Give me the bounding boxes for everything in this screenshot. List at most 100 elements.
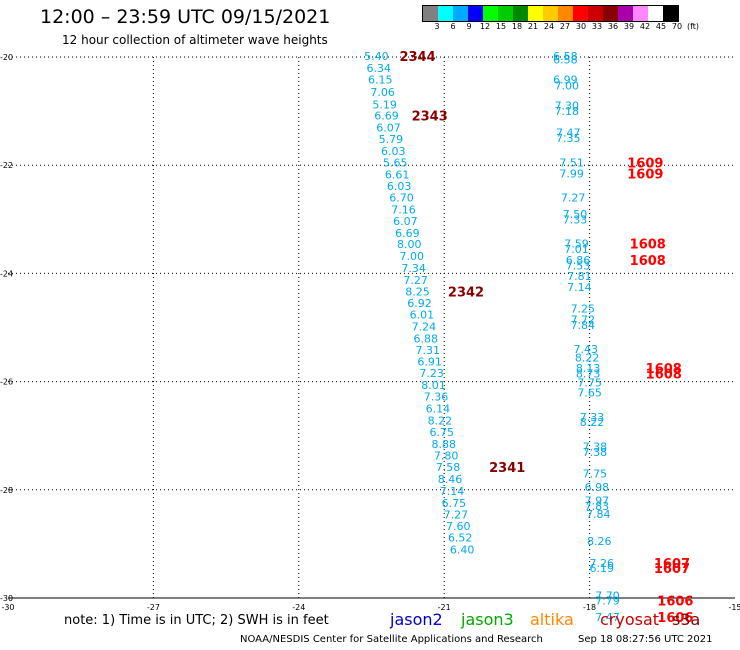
legend-swatch [588, 6, 603, 21]
data-point-cryosat: 7.35 [556, 132, 581, 145]
data-point-s3a: 6.70 [389, 192, 414, 205]
pass-label-cryosat: 1609 [627, 156, 663, 171]
legend-label: 18 [511, 22, 523, 31]
data-point-cryosat: 7.99 [559, 167, 584, 180]
x-tick-label: -15 [728, 603, 740, 612]
legend-label: 45 [655, 22, 667, 31]
data-point-cryosat: 7.65 [577, 386, 602, 399]
legend-swatch [558, 6, 573, 21]
data-point-s3a: 7.06 [370, 86, 395, 99]
pass-label-cryosat: 1608 [646, 367, 682, 382]
data-point-cryosat: 7.81 [567, 270, 592, 283]
legend-label: 15 [495, 22, 507, 31]
data-point-s3a: 8.46 [438, 473, 463, 486]
x-tick-label: -21 [438, 603, 451, 612]
legend-swatch [513, 6, 528, 21]
data-point-cryosat: 7.84 [586, 508, 611, 521]
data-point-cryosat: 7.70 [595, 589, 620, 602]
pass-label-cryosat: 1608 [646, 362, 682, 377]
data-point-cryosat: 7.30 [555, 100, 580, 113]
data-point-cryosat: 7.38 [583, 446, 608, 459]
data-point-s3a: 6.03 [387, 180, 412, 193]
pass-label-cryosat: 1606 [657, 595, 693, 610]
data-point-cryosat: 7.27 [561, 192, 586, 205]
legend-label: (ft) [686, 22, 700, 31]
data-point-cryosat: 6.86 [566, 254, 591, 267]
data-point-s3a: 8.25 [405, 285, 430, 298]
x-tick-label: -30 [1, 603, 14, 612]
data-point-s3a: 6.15 [368, 74, 393, 87]
data-point-s3a: 7.16 [391, 204, 416, 217]
x-tick-label: -24 [292, 603, 305, 612]
pass-label-s3a: 2344 [399, 50, 435, 65]
data-point-s3a: 7.80 [434, 450, 459, 463]
legend-swatch [468, 6, 483, 21]
data-point-s3a: 7.00 [399, 250, 424, 263]
data-point-cryosat: 7.75 [577, 377, 602, 390]
data-point-cryosat: 8.73 [576, 367, 601, 380]
data-point-cryosat: 6.58 [553, 50, 578, 63]
data-point-cryosat: 7.25 [571, 303, 596, 316]
data-point-cryosat: 7.01 [564, 243, 589, 256]
data-point-s3a: 6.75 [442, 497, 467, 510]
data-point-s3a: 6.69 [374, 109, 399, 122]
pass-label-s3a: 2341 [489, 461, 525, 476]
data-point-s3a: 6.01 [410, 309, 435, 322]
credit-text: NOAA/NESDIS Center for Satellite Applica… [240, 634, 543, 645]
data-point-s3a: 6.69 [395, 227, 420, 240]
data-point-cryosat: 7.50 [563, 208, 588, 221]
satellite-label-altika: altika [530, 610, 574, 629]
footer-note: note: 1) Time is in UTC; 2) SWH is in fe… [64, 613, 329, 628]
pass-label-cryosat: 1606 [657, 611, 693, 626]
data-point-s3a: 6.75 [430, 426, 455, 439]
legend-swatch [438, 6, 453, 21]
data-point-s3a: 6.07 [376, 121, 401, 134]
data-point-s3a: 6.03 [381, 145, 406, 158]
page-subtitle: 12 hour collection of altimeter wave hei… [62, 33, 328, 47]
legend-swatch [663, 6, 678, 21]
data-point-s3a: 8.00 [397, 238, 422, 251]
data-point-s3a: 8.88 [431, 438, 456, 451]
y-tick-label: -24 [0, 269, 13, 278]
data-point-s3a: 7.23 [419, 367, 444, 380]
legend-label: 30 [575, 22, 587, 31]
legend-label: 6 [450, 22, 456, 31]
data-point-cryosat: 7.83 [585, 500, 610, 513]
data-point-cryosat: 7.14 [567, 281, 592, 294]
data-point-s3a: 5.19 [372, 99, 397, 112]
legend-label: 33 [591, 22, 603, 31]
legend-label: 12 [479, 22, 491, 31]
data-point-cryosat: 7.97 [585, 495, 610, 508]
legend-label: 70 [671, 22, 683, 31]
data-point-cryosat: 6.99 [553, 74, 578, 87]
pass-label-s3a: 2343 [412, 109, 448, 124]
timestamp-text: Sep 18 08:27:56 UTC 2021 [578, 634, 713, 645]
data-point-cryosat: 7.33 [563, 213, 588, 226]
data-point-cryosat: 7.72 [571, 313, 596, 326]
data-point-cryosat: 7.79 [595, 595, 620, 608]
legend-label: 36 [607, 22, 619, 31]
data-point-s3a: 6.52 [448, 531, 473, 544]
pass-label-s3a: 2342 [448, 285, 484, 300]
pass-label-cryosat: 1609 [627, 167, 663, 182]
legend-swatch [543, 6, 558, 21]
data-point-s3a: 7.60 [446, 520, 471, 533]
legend-swatch [633, 6, 648, 21]
data-point-cryosat: 7.00 [555, 80, 580, 93]
chart-points: 5.406.346.157.065.196.696.075.796.035.65… [364, 50, 620, 624]
satellite-label-cryosat: cryosat [600, 610, 660, 629]
data-point-cryosat: 8.22 [575, 351, 600, 364]
pass-label-cryosat: 1608 [630, 254, 666, 269]
data-point-s3a: 5.79 [379, 133, 404, 146]
legend-label: 24 [543, 22, 555, 31]
data-point-cryosat: 7.47 [595, 611, 620, 624]
data-point-cryosat: 7.43 [573, 343, 598, 356]
data-point-s3a: 6.92 [407, 297, 432, 310]
legend-label: 39 [623, 22, 635, 31]
legend-swatch [648, 6, 663, 21]
legend-label: 9 [466, 22, 472, 31]
satellite-label-s3a: s3a [672, 610, 701, 629]
data-point-cryosat: 7.33 [580, 411, 605, 424]
legend-label: 27 [559, 22, 571, 31]
data-point-cryosat: 7.51 [559, 156, 584, 169]
